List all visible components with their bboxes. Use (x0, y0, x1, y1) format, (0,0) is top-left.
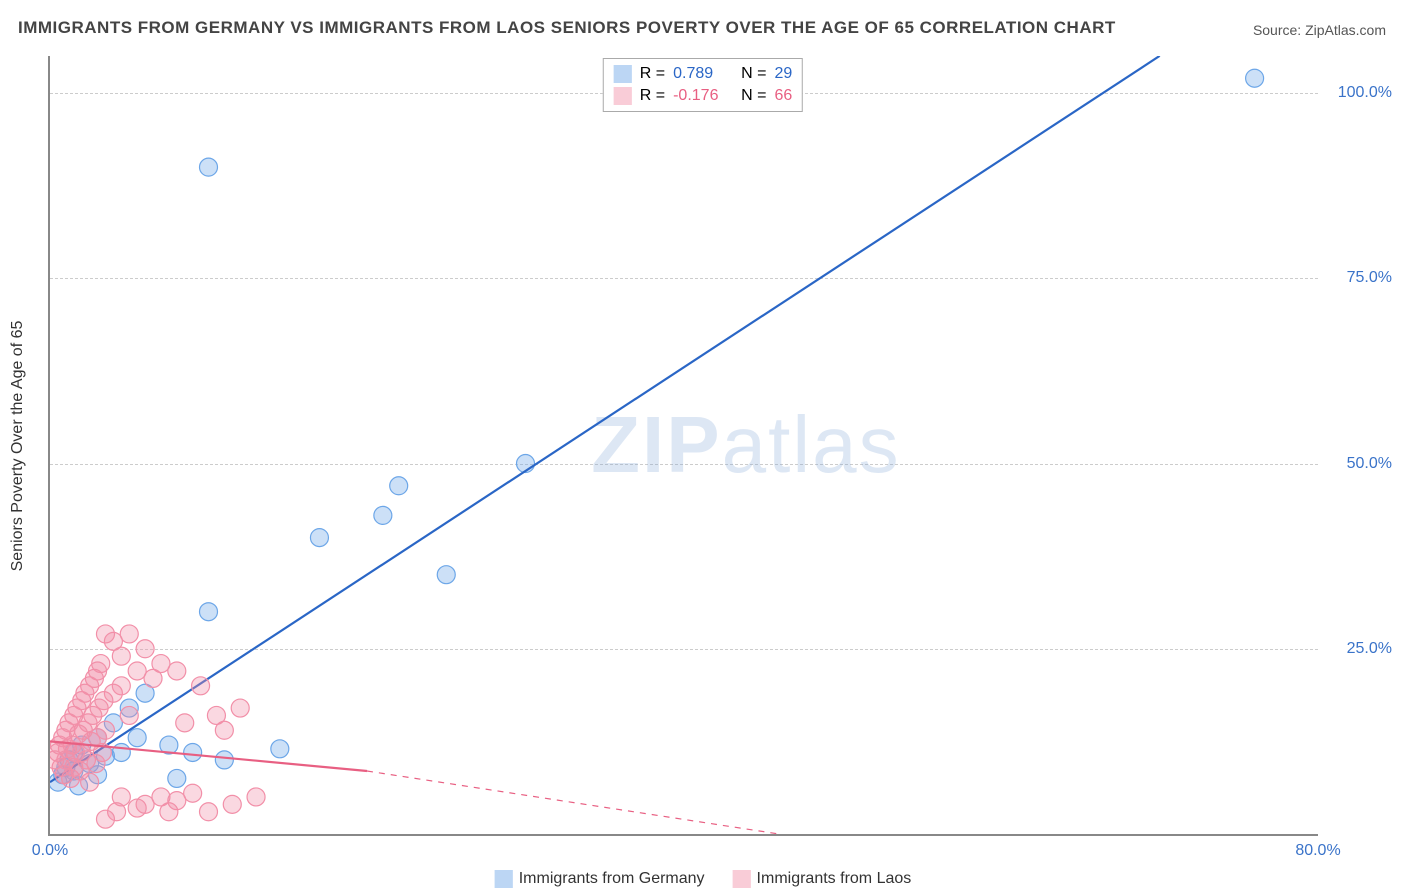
data-point (192, 677, 210, 695)
legend-n-value: 66 (774, 87, 792, 105)
y-axis-label: Seniors Poverty Over the Age of 65 (9, 321, 27, 572)
data-point (96, 721, 114, 739)
series-legend-item: Immigrants from Laos (733, 870, 912, 888)
data-point (128, 729, 146, 747)
data-point (271, 740, 289, 758)
data-point (231, 699, 249, 717)
data-point (223, 795, 241, 813)
source-label: Source: ZipAtlas.com (1253, 22, 1386, 38)
data-point (112, 788, 130, 806)
legend-r-label: R = (640, 87, 665, 105)
data-point (437, 566, 455, 584)
data-point (128, 662, 146, 680)
data-point (374, 506, 392, 524)
y-tick-label: 75.0% (1328, 269, 1392, 287)
data-point (136, 795, 154, 813)
source-name: ZipAtlas.com (1305, 22, 1386, 38)
stats-legend-row: R = 0.789 N = 29 (614, 63, 792, 85)
legend-r-value: -0.176 (673, 87, 733, 105)
data-point (215, 721, 233, 739)
data-point (184, 743, 202, 761)
legend-n-value: 29 (774, 65, 792, 83)
legend-n-label: N = (741, 65, 766, 83)
data-point (120, 625, 138, 643)
y-tick-label: 50.0% (1328, 455, 1392, 473)
scatter-plot-svg (50, 56, 1318, 834)
trend-line-dashed (367, 771, 779, 834)
data-point (215, 751, 233, 769)
stats-legend: R = 0.789 N = 29 R = -0.176 N = 66 (603, 58, 803, 112)
data-point (390, 477, 408, 495)
legend-r-value: 0.789 (673, 65, 733, 83)
data-point (112, 677, 130, 695)
data-point (81, 773, 99, 791)
legend-swatch (614, 87, 632, 105)
data-point (92, 655, 110, 673)
legend-n-label: N = (741, 87, 766, 105)
chart-title: IMMIGRANTS FROM GERMANY VS IMMIGRANTS FR… (18, 18, 1116, 38)
data-point (200, 158, 218, 176)
data-point (247, 788, 265, 806)
legend-r-label: R = (640, 65, 665, 83)
chart-container: IMMIGRANTS FROM GERMANY VS IMMIGRANTS FR… (0, 0, 1406, 892)
stats-legend-row: R = -0.176 N = 66 (614, 85, 792, 107)
series-legend: Immigrants from Germany Immigrants from L… (495, 870, 912, 888)
data-point (200, 803, 218, 821)
plot-area: ZIPatlas 25.0%50.0%75.0%100.0%0.0%80.0% (48, 56, 1318, 836)
data-point (168, 769, 186, 787)
x-tick-label: 80.0% (1295, 842, 1340, 860)
y-tick-label: 25.0% (1328, 640, 1392, 658)
data-point (310, 529, 328, 547)
series-name: Immigrants from Germany (519, 870, 705, 887)
data-point (120, 706, 138, 724)
legend-swatch (733, 870, 751, 888)
data-point (200, 603, 218, 621)
legend-swatch (614, 65, 632, 83)
source-prefix: Source: (1253, 22, 1305, 38)
data-point (112, 743, 130, 761)
legend-swatch (495, 870, 513, 888)
series-name: Immigrants from Laos (757, 870, 912, 887)
y-tick-label: 100.0% (1328, 84, 1392, 102)
data-point (136, 640, 154, 658)
data-point (168, 792, 186, 810)
data-point (168, 662, 186, 680)
x-tick-label: 0.0% (32, 842, 68, 860)
data-point (152, 655, 170, 673)
series-legend-item: Immigrants from Germany (495, 870, 705, 888)
data-point (184, 784, 202, 802)
data-point (112, 647, 130, 665)
data-point (1246, 69, 1264, 87)
data-point (176, 714, 194, 732)
